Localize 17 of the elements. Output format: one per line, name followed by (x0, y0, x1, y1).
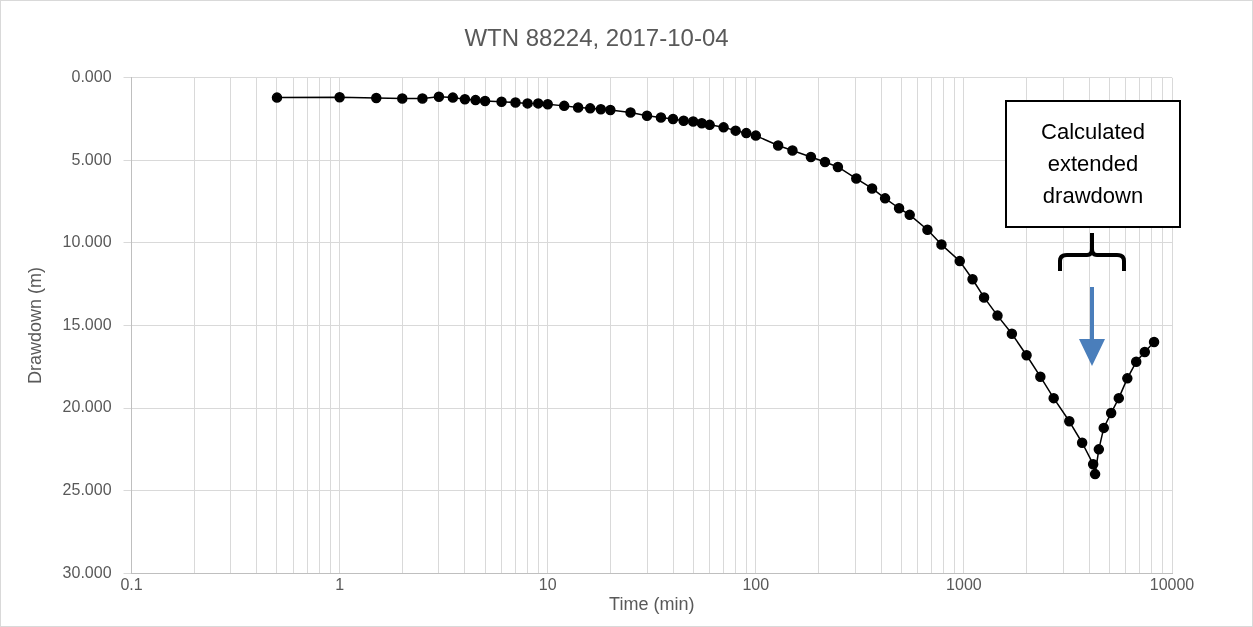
y-tick-label: 25.000 (62, 481, 112, 499)
y-tick-label: 10.000 (62, 233, 112, 251)
y-tick-label: 0.000 (71, 68, 112, 86)
chart-title: WTN 88224, 2017-10-04 (464, 24, 729, 52)
x-tick-label: 10 (538, 576, 557, 594)
y-tick-label: 5.000 (71, 150, 112, 168)
x-tick-label: 1 (335, 576, 345, 594)
x-tick-label: 100 (742, 576, 770, 594)
y-tick-label: 20.000 (62, 398, 112, 416)
x-tick-label: 1000 (946, 576, 982, 594)
y-axis-title: Drawdown (m) (24, 266, 45, 385)
x-tick-label: 10000 (1149, 576, 1195, 594)
y-tick-label: 15.000 (62, 315, 112, 333)
x-axis-title: Time (min) (609, 594, 695, 615)
y-tick-label: 30.000 (62, 563, 112, 581)
callout-box: Calculated extended drawdown (1005, 100, 1181, 228)
x-tick-label: 0.1 (120, 576, 143, 594)
